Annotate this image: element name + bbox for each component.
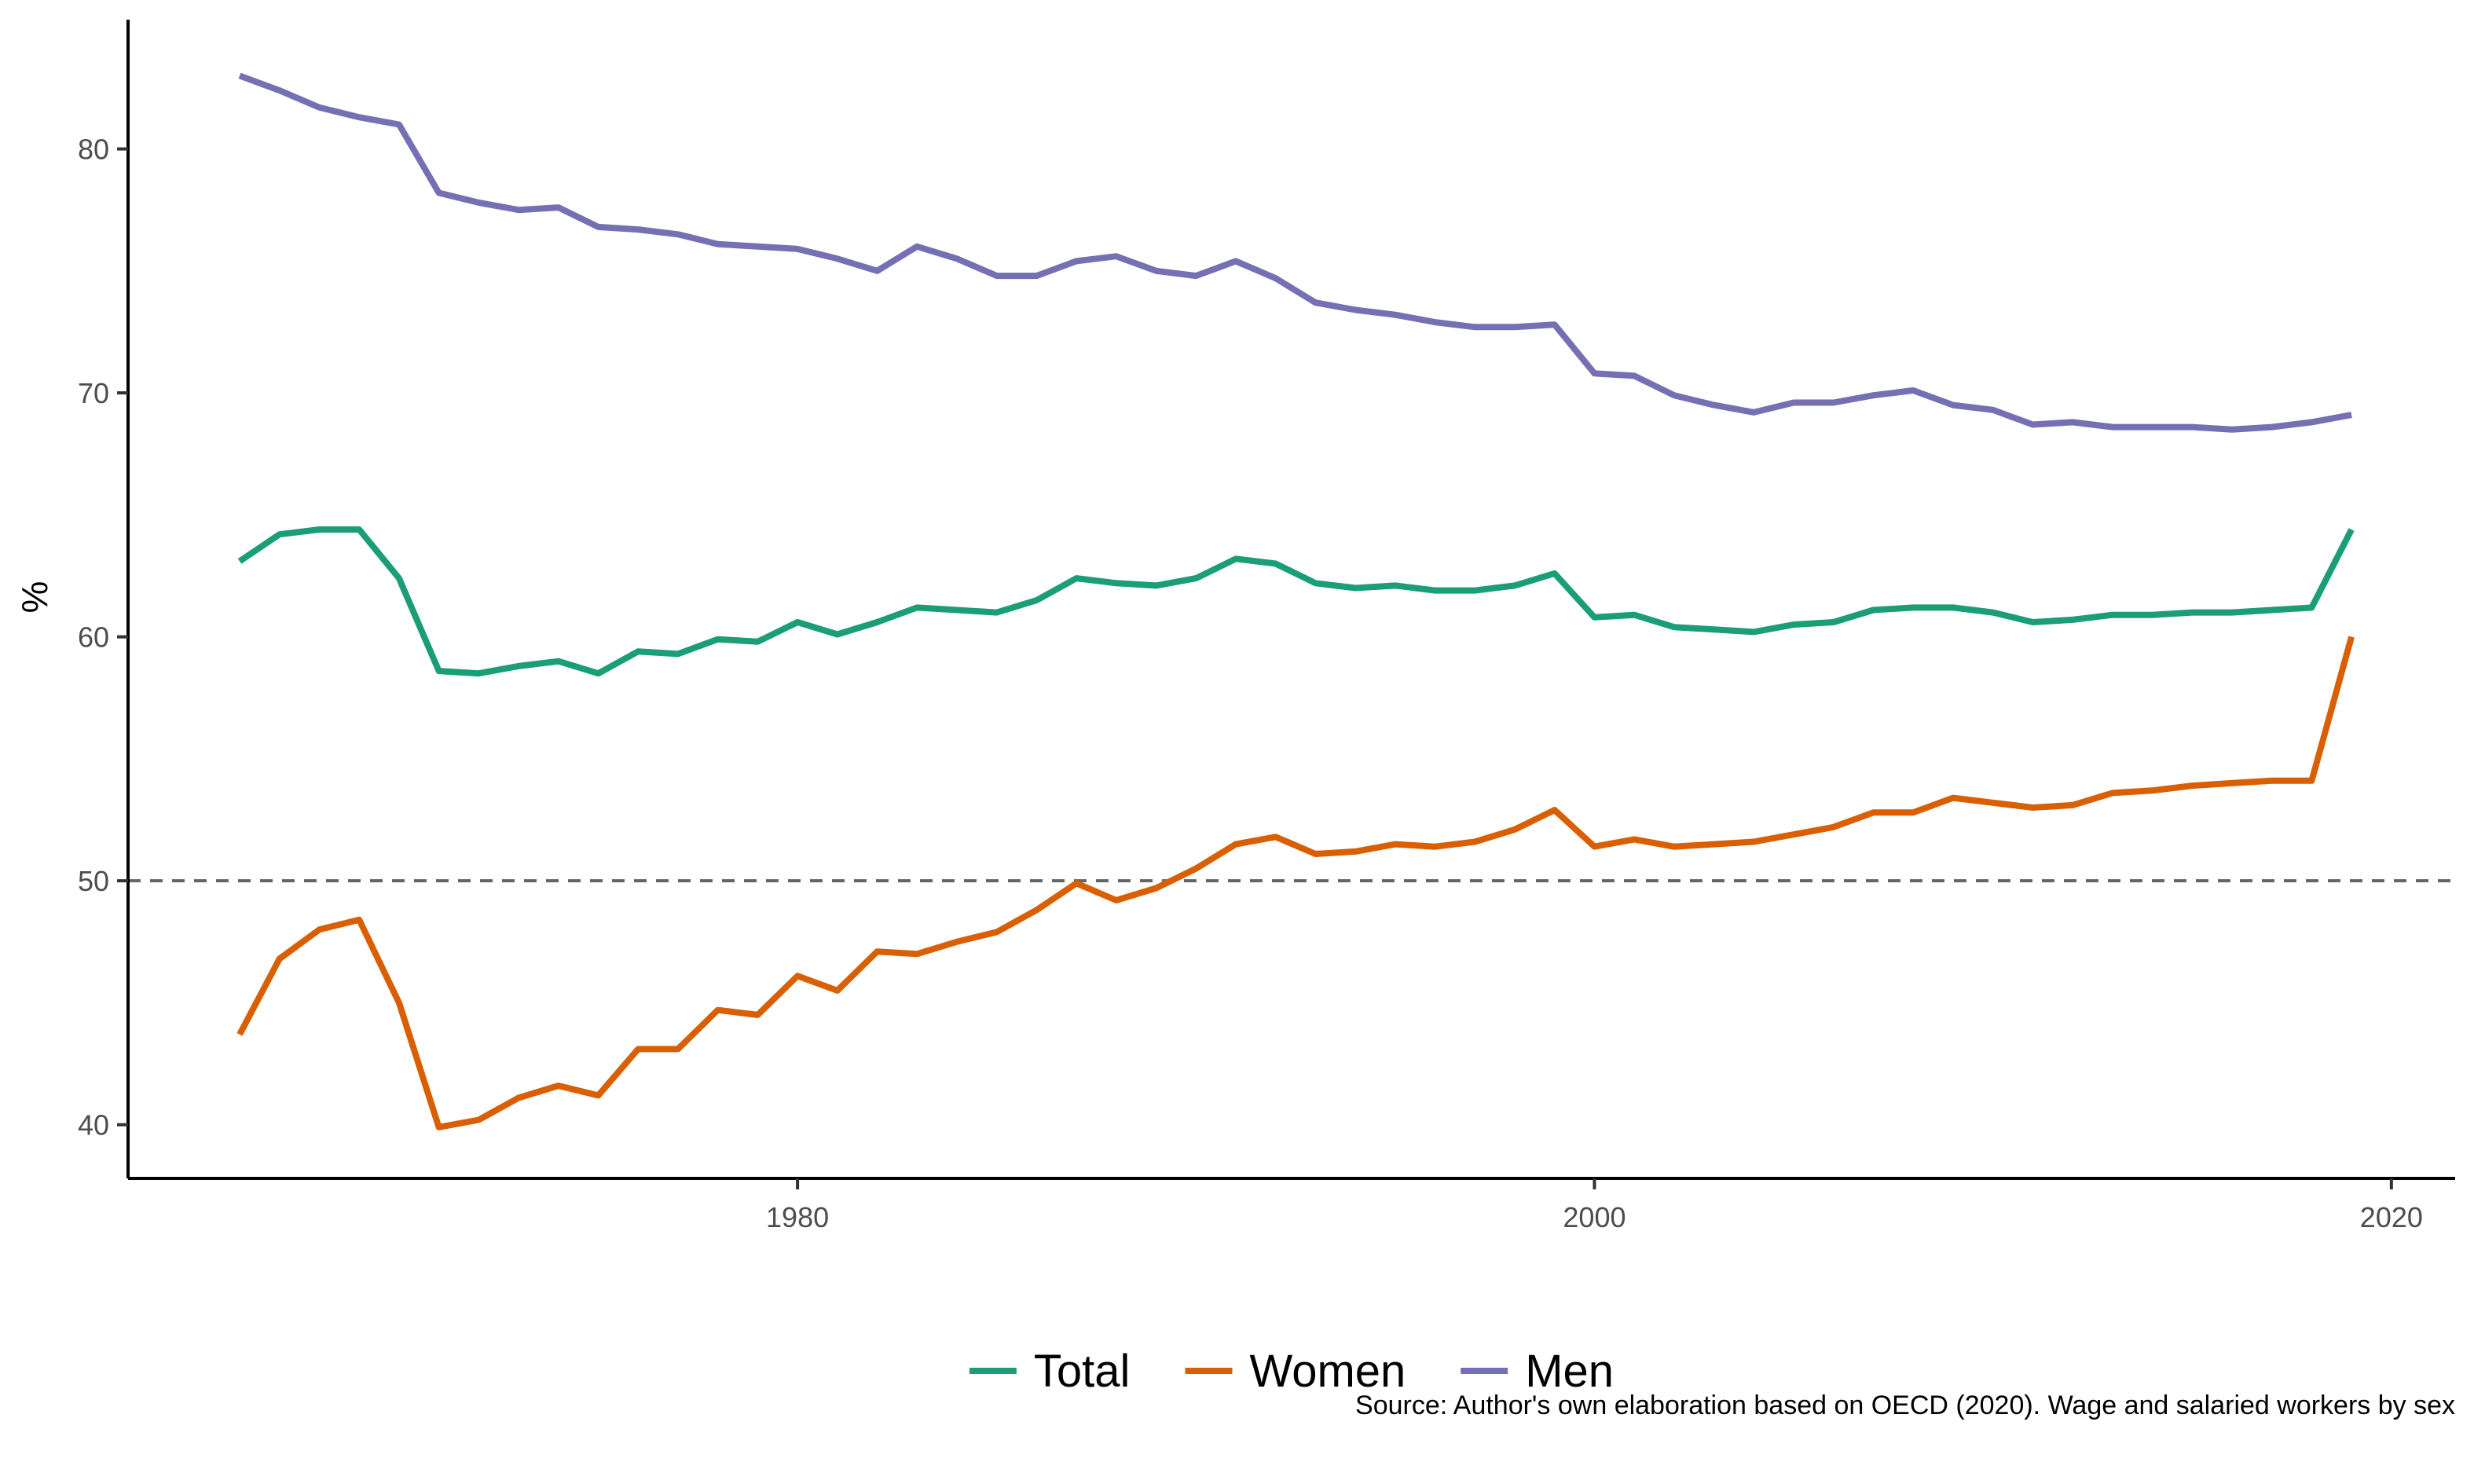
legend-label: Total: [1034, 1346, 1131, 1397]
y-tick-label: 80: [78, 134, 109, 166]
y-tick-label: 70: [78, 377, 109, 409]
legend-label: Women: [1250, 1346, 1406, 1397]
legend: Total Women Men: [969, 1346, 1614, 1397]
x-tick-label: 2020: [2360, 1201, 2423, 1233]
x-tick-label: 2000: [1563, 1201, 1626, 1233]
series-line-women: [236, 636, 2355, 1130]
x-axis-ticks: 1980 2000 2020: [766, 1178, 2423, 1233]
legend-label: Men: [1525, 1346, 1614, 1397]
x-tick-label: 1980: [766, 1201, 829, 1233]
series-layer: [236, 72, 2355, 1130]
y-tick-label: 40: [78, 1109, 109, 1141]
y-axis-ticks: 40 50 60 70 80: [78, 134, 128, 1141]
y-tick-label: 60: [78, 621, 109, 654]
legend-item-men: Men: [1461, 1346, 1614, 1397]
legend-item-total: Total: [969, 1346, 1131, 1397]
plot-area: [128, 72, 2455, 1130]
series-line-men: [238, 72, 2352, 433]
series-line-total: [237, 526, 2355, 677]
legend-item-women: Women: [1185, 1346, 1406, 1397]
y-tick-label: 50: [78, 865, 109, 897]
source-note: Source: Author's own elaboration based o…: [1355, 1391, 2455, 1420]
y-axis-title: %: [14, 581, 55, 614]
